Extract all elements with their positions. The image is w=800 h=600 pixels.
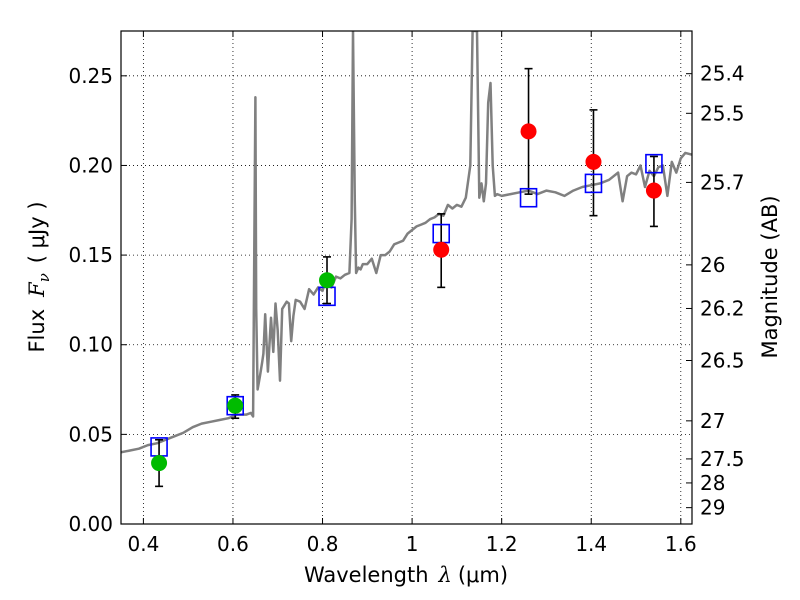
y-tick-label: 0.20: [68, 153, 113, 177]
y-tick-label: 0.00: [68, 512, 113, 536]
error-bars: [155, 67, 658, 488]
mag-tick-label: 26.5: [700, 349, 745, 373]
y-tick-label: 0.05: [68, 422, 113, 446]
x-axis-label: Wavelength λ (μm): [304, 563, 508, 587]
observed-point: [520, 123, 537, 140]
mag-tick-label: 26.2: [700, 296, 745, 320]
x-tick-label: 1.6: [665, 532, 697, 556]
tick-marks: [121, 31, 692, 525]
x-tick-label: 1.2: [486, 532, 518, 556]
spectrum-line: [121, 31, 692, 454]
mag-tick-label: 27.5: [700, 447, 745, 471]
observed-point: [645, 182, 662, 199]
observed-point: [151, 455, 168, 472]
mag-tick-label: 27: [700, 409, 725, 433]
y-tick-label: 0.25: [68, 64, 113, 88]
grid-lines: [121, 31, 692, 525]
plot-frame: [120, 30, 693, 525]
mag-tick-label: 26: [700, 253, 725, 277]
model-box: [584, 173, 603, 194]
x-tick-label: 1.4: [575, 532, 607, 556]
mag-tick-label: 25.5: [700, 101, 745, 125]
model-box: [519, 187, 538, 208]
model-points: [150, 153, 663, 457]
observed-point: [433, 241, 450, 258]
mag-tick-label: 25.4: [700, 62, 745, 86]
observed-point: [227, 397, 244, 414]
magnitude-axis-label: Magnitude (AB): [758, 195, 782, 358]
mag-tick-label: 28: [700, 471, 725, 495]
x-tick-label: 0.6: [217, 532, 249, 556]
mag-tick-label: 29: [700, 496, 725, 520]
x-tick-label: 0.4: [127, 532, 159, 556]
model-box: [645, 153, 663, 174]
y-axis-label: FluxFν( μJy ): [25, 201, 53, 352]
y-tick-label: 0.10: [68, 333, 113, 357]
observed-points: [151, 123, 662, 472]
x-tick-label: 0.8: [307, 532, 339, 556]
spectrum-layer: [121, 31, 692, 454]
x-tick-label: 1: [406, 532, 419, 556]
mag-tick-label: 25.7: [700, 170, 745, 194]
x-tick-labels: 0.4 0.6 0.8 1 1.2 1.4 1.6: [127, 532, 696, 556]
observed-point: [585, 153, 602, 170]
y-tick-labels: 0.00 0.05 0.10 0.15 0.20 0.25: [68, 64, 113, 536]
observed-point: [319, 272, 336, 289]
y-tick-label: 0.15: [68, 243, 113, 267]
